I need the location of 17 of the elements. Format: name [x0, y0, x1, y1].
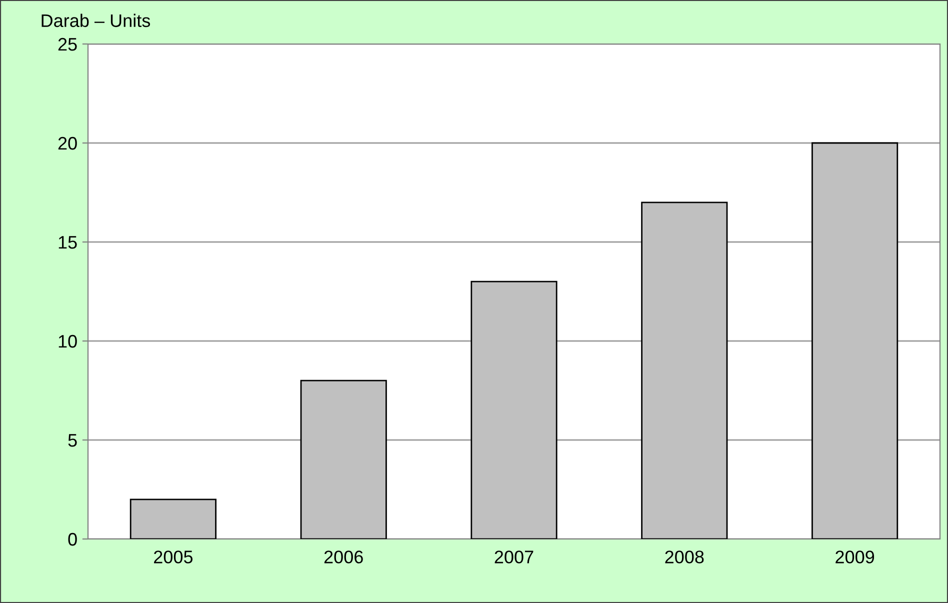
x-tick-label: 2006 — [324, 550, 363, 564]
bar — [470, 280, 558, 539]
bar — [641, 202, 728, 539]
y-tick-label: 10 — [58, 334, 77, 348]
x-tick-label: 2005 — [154, 550, 193, 564]
y-tick-label: 15 — [58, 236, 77, 249]
x-tick-label: 2007 — [494, 550, 534, 564]
y-tick-label: 5 — [68, 434, 77, 447]
y-tick-label: 20 — [58, 136, 77, 150]
x-tick-label: 2008 — [665, 550, 704, 564]
y-tick-label: 25 — [58, 38, 77, 51]
x-tick-label: 2009 — [836, 550, 874, 564]
bar — [300, 380, 387, 539]
bar — [812, 142, 898, 539]
y-tick-label: 0 — [68, 532, 77, 546]
y-axis-title: Darab – Units — [42, 14, 150, 28]
bar — [130, 498, 216, 539]
